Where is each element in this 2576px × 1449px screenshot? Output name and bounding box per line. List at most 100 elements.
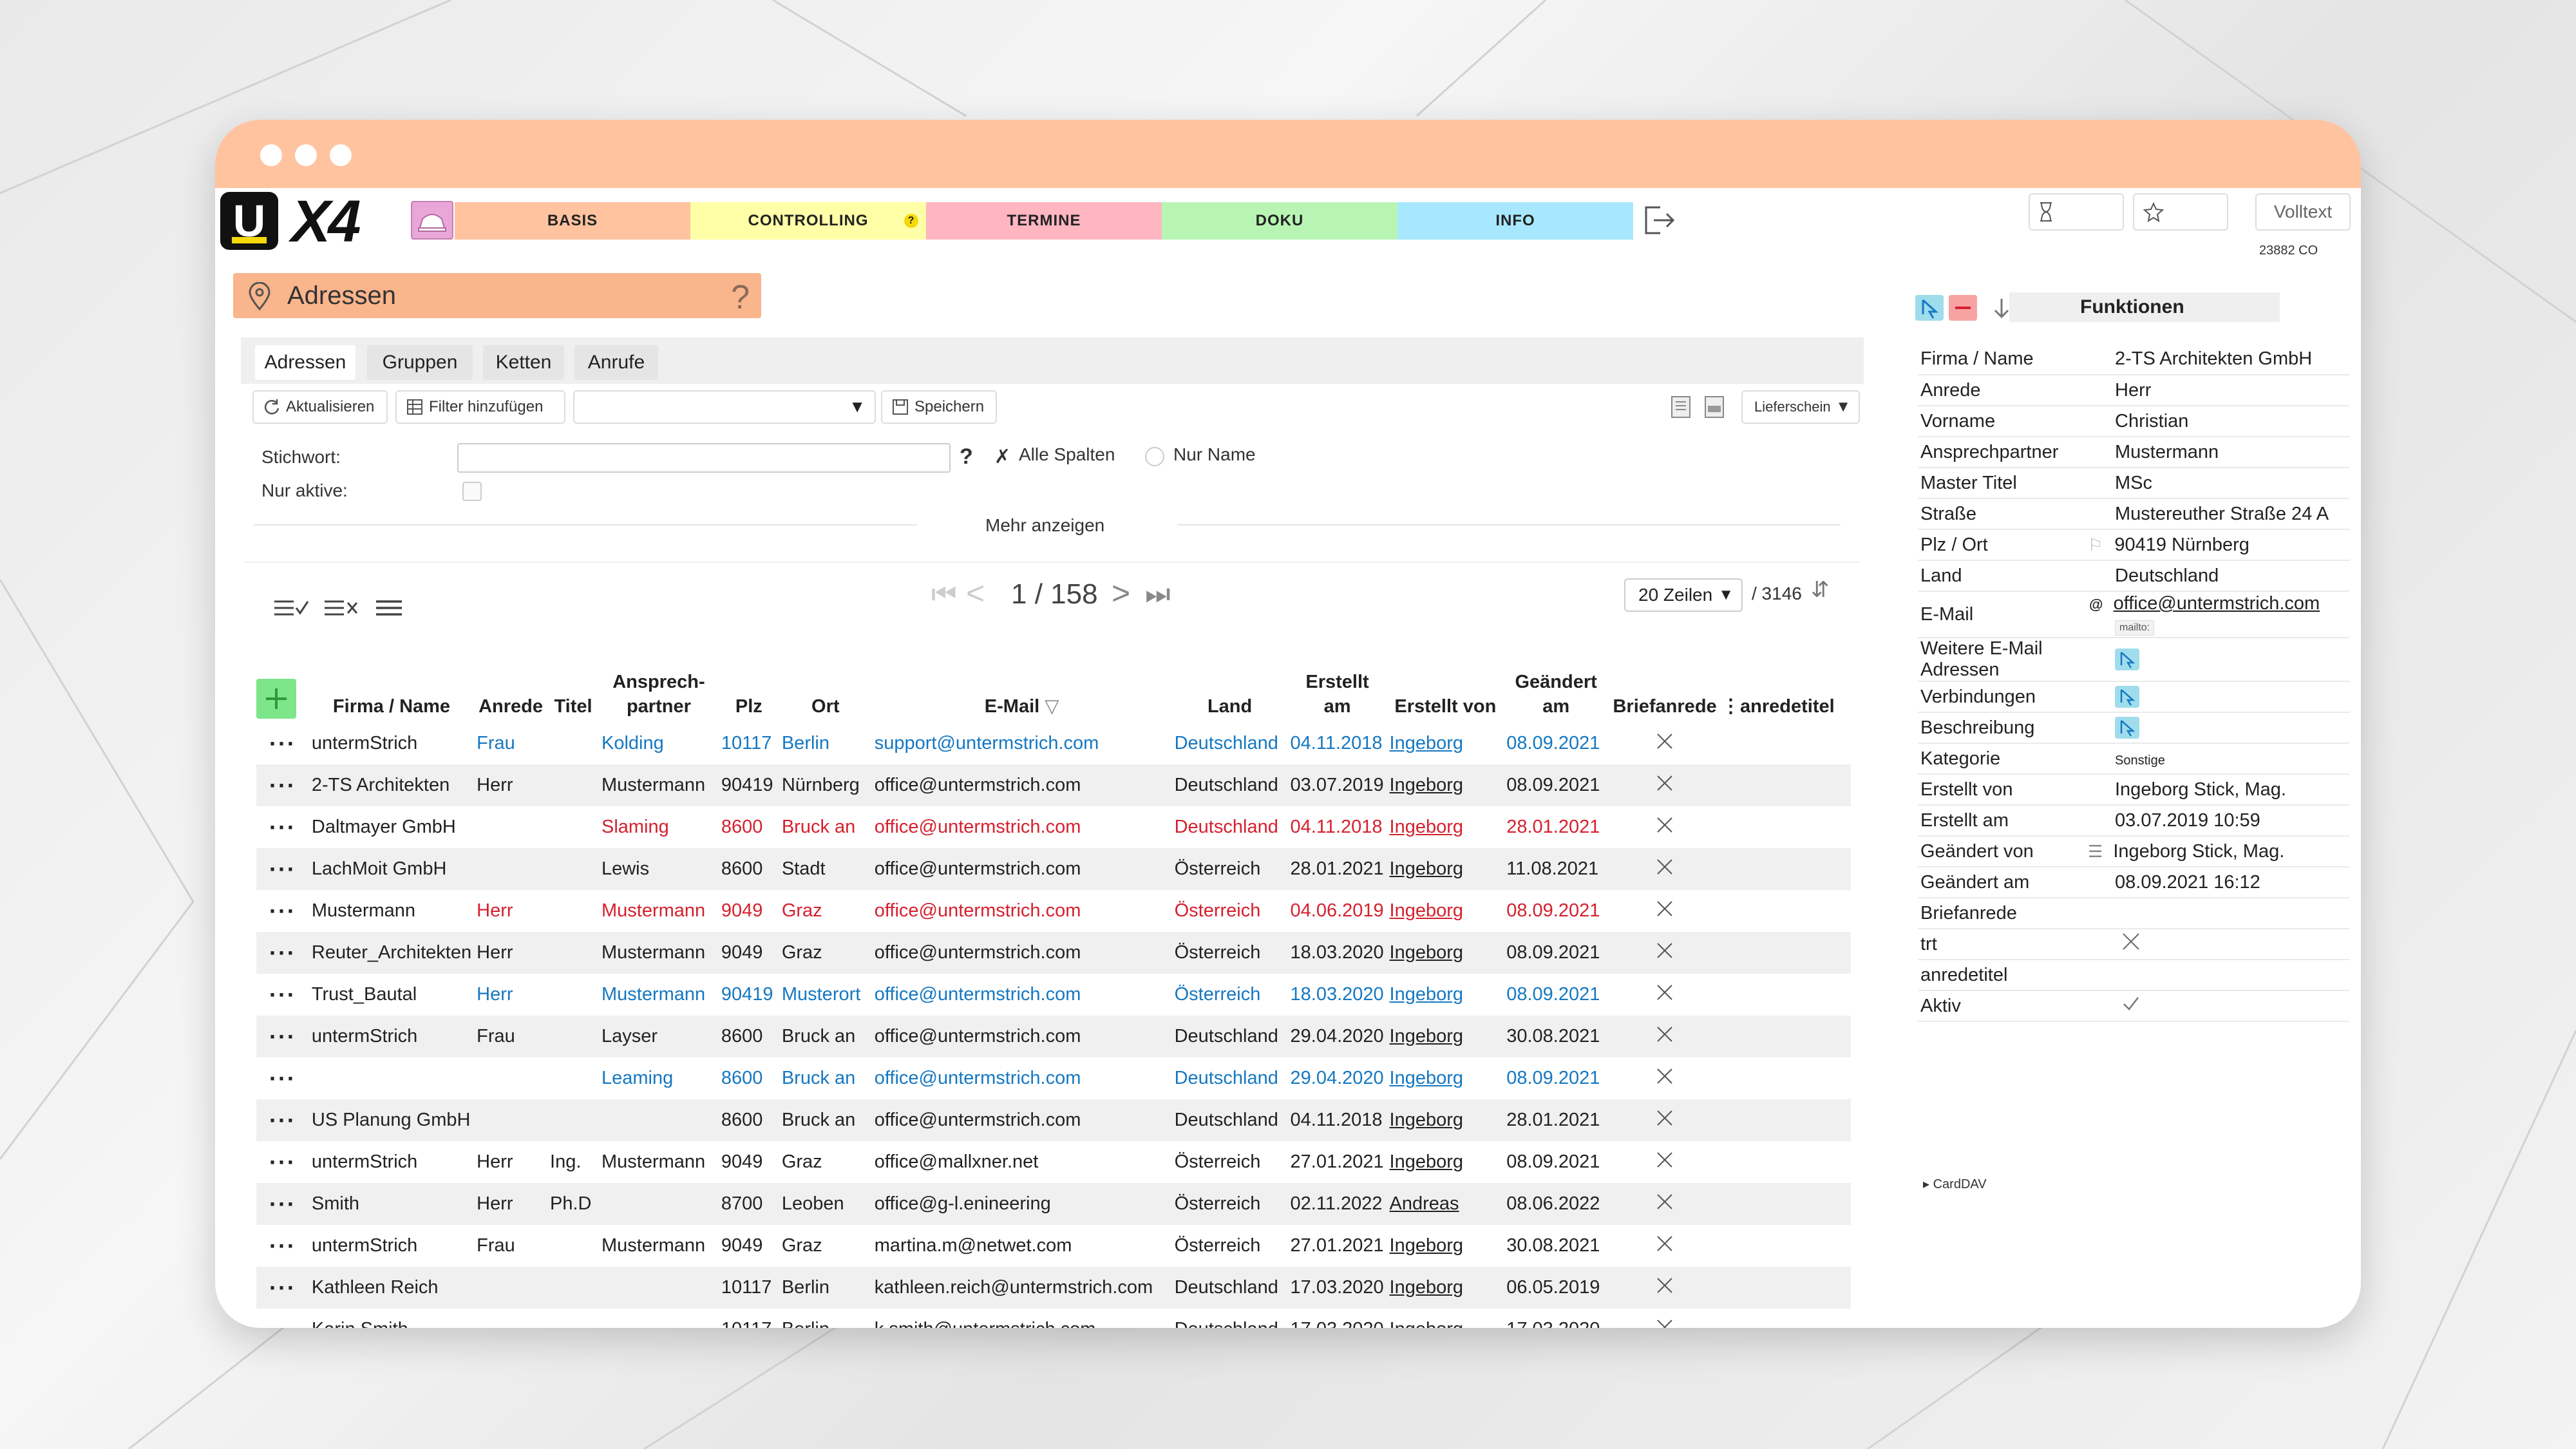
window-dot-maximize[interactable]: [330, 144, 352, 166]
window-dot-close[interactable]: [260, 144, 282, 166]
row-actions-icon[interactable]: ···: [269, 1065, 296, 1092]
nav-info[interactable]: INFO: [1397, 202, 1633, 240]
table-row[interactable]: ··· Trust_Bautal Herr Mustermann 90419 Muster…: [256, 974, 1851, 1016]
col-firma[interactable]: Firma / Name: [332, 696, 451, 717]
row-actions-icon[interactable]: ···: [269, 1232, 296, 1259]
logout-icon[interactable]: [1641, 202, 1677, 238]
col-erstellt-von[interactable]: Erstellt von: [1394, 696, 1497, 717]
filter-select[interactable]: ▼: [573, 390, 876, 424]
row-delete-icon[interactable]: [1608, 932, 1722, 974]
row-delete-icon[interactable]: [1608, 1225, 1721, 1267]
row-actions-icon[interactable]: ···: [269, 981, 296, 1008]
keyword-help-icon[interactable]: ?: [960, 444, 973, 469]
name-only-radio[interactable]: [1145, 447, 1164, 466]
save-button[interactable]: Speichern: [881, 390, 997, 424]
col-anredetitel[interactable]: anredetitel: [1740, 696, 1835, 717]
help-icon[interactable]: ?: [731, 279, 750, 316]
row-delete-icon[interactable]: [1608, 806, 1721, 848]
tab-gruppen[interactable]: Gruppen: [367, 345, 473, 380]
add-icon[interactable]: [256, 679, 296, 719]
table-row[interactable]: ··· Mustermann Herr Mustermann 9049 Graz offic…: [256, 890, 1851, 932]
detail-value-text[interactable]: office@untermstrich.com: [2113, 593, 2320, 614]
row-delete-icon[interactable]: [1608, 890, 1721, 932]
row-delete-icon[interactable]: [1608, 848, 1722, 890]
window-dot-minimize[interactable]: [295, 144, 317, 166]
map-flag-icon[interactable]: ⚐: [2088, 535, 2103, 554]
col-plz[interactable]: Plz: [735, 696, 762, 717]
row-delete-icon[interactable]: [1608, 1016, 1722, 1057]
table-row[interactable]: ··· LachMoit GmbH Lewis 8600 Stadt office@unt…: [256, 848, 1851, 890]
refresh-button[interactable]: Aktualisieren: [252, 390, 388, 424]
row-delete-icon[interactable]: [1608, 1267, 1722, 1309]
select-all-icon[interactable]: [273, 596, 309, 620]
menu-icon[interactable]: [374, 596, 404, 620]
col-titel[interactable]: Titel: [554, 696, 592, 717]
functions-title[interactable]: Funktionen: [2009, 292, 2280, 322]
col-anrede[interactable]: Anrede: [478, 696, 544, 717]
nav-termine[interactable]: TERMINE: [926, 202, 1162, 240]
edit-link-icon[interactable]: [2115, 686, 2139, 708]
row-delete-icon[interactable]: [1608, 723, 1721, 764]
table-row[interactable]: ··· Smith Herr Ph.D 8700 Leoben office@g-l.eni…: [256, 1183, 1851, 1225]
row-delete-icon[interactable]: [1608, 1141, 1721, 1183]
row-delete-icon[interactable]: [1608, 974, 1721, 1016]
table-row[interactable]: ···Karin Smith 10117Berlink.smith@unterms…: [256, 1309, 1851, 1328]
row-delete-icon[interactable]: [1608, 1309, 1721, 1328]
arrow-down-icon[interactable]: [1987, 295, 2016, 321]
row-delete-icon[interactable]: [1608, 1057, 1721, 1099]
col-ansprechpartner[interactable]: Ansprech- partner: [612, 672, 705, 717]
row-actions-icon[interactable]: ···: [256, 1099, 309, 1141]
tab-anrufe[interactable]: Anrufe: [574, 345, 658, 380]
row-actions-icon[interactable]: ···: [269, 897, 296, 924]
table-row[interactable]: ··· Reuter_Architekten Herr Mustermann 9049 G…: [256, 932, 1851, 974]
fulltext-button[interactable]: Volltext: [2255, 193, 2351, 231]
row-actions-icon[interactable]: ···: [256, 1183, 309, 1225]
row-actions-icon[interactable]: ···: [256, 1309, 309, 1329]
export-icon[interactable]: [1668, 393, 1694, 420]
row-delete-icon[interactable]: [1608, 1099, 1722, 1141]
next-page-icon[interactable]: >: [1112, 575, 1131, 611]
col-email[interactable]: E-Mail ▽: [872, 656, 1172, 723]
row-actions-icon[interactable]: ···: [269, 1148, 296, 1175]
home-icon[interactable]: [411, 201, 453, 240]
deselect-all-icon[interactable]: [323, 596, 359, 620]
col-ort[interactable]: Ort: [811, 696, 840, 717]
first-page-icon[interactable]: ⏮: [931, 578, 957, 610]
table-row[interactable]: ··· untermStrich Frau Kolding 10117 Berlin sup…: [256, 723, 1851, 764]
show-more-link[interactable]: Mehr anzeigen: [985, 515, 1105, 535]
table-row[interactable]: ··· Leaming 8600 Bruck an office@untermstric…: [256, 1057, 1851, 1099]
row-delete-icon[interactable]: [1608, 764, 1722, 806]
active-only-checkbox[interactable]: [462, 482, 482, 501]
check-mark-icon[interactable]: ✗: [994, 446, 1011, 468]
row-delete-icon[interactable]: [1608, 1183, 1722, 1225]
mailto-badge[interactable]: mailto:: [2115, 620, 2155, 636]
table-row[interactable]: ··· untermStrich Herr Ing. Mustermann 9049 Gra…: [256, 1141, 1851, 1183]
prev-page-icon[interactable]: <: [966, 575, 985, 611]
remove-icon[interactable]: [1949, 295, 1977, 321]
nav-controlling[interactable]: CONTROLLING?: [690, 202, 926, 240]
row-actions-icon[interactable]: ···: [269, 813, 296, 840]
nav-basis[interactable]: BASIS: [455, 202, 690, 240]
col-land[interactable]: Land: [1207, 696, 1253, 717]
select-icon[interactable]: [1915, 295, 1944, 321]
column-menu-icon[interactable]: ⋮: [1721, 696, 1741, 717]
col-briefanrede[interactable]: Briefanrede: [1613, 696, 1717, 717]
row-actions-icon[interactable]: ···: [256, 932, 309, 974]
row-actions-icon[interactable]: ···: [269, 730, 296, 757]
carddav-toggle[interactable]: ▸ CardDAV: [1923, 1177, 1987, 1191]
row-actions-icon[interactable]: ···: [256, 764, 309, 806]
tab-ketten[interactable]: Ketten: [483, 345, 564, 380]
history-icon[interactable]: ☰: [2088, 841, 2103, 861]
table-row[interactable]: ··· Kathleen Reich 10117 Berlin kathleen.rei…: [256, 1267, 1851, 1309]
table-row[interactable]: ··· untermStrich Frau Layser 8600 Bruck an off…: [256, 1016, 1851, 1057]
timer-field[interactable]: [2029, 193, 2124, 231]
last-page-icon[interactable]: ⏭: [1145, 578, 1171, 610]
table-row[interactable]: ··· Daltmayer GmbH Slaming 8600 Bruck an offi…: [256, 806, 1851, 848]
table-row[interactable]: ··· 2-TS Architekten Herr Mustermann 90419 Nü…: [256, 764, 1851, 806]
favorites-field[interactable]: [2133, 193, 2228, 231]
table-row[interactable]: ··· untermStrich Frau Mustermann 9049 Graz mar…: [256, 1225, 1851, 1267]
row-actions-icon[interactable]: ···: [256, 848, 309, 890]
sort-options-icon[interactable]: ⇵: [1811, 578, 1830, 602]
keyword-input[interactable]: [457, 443, 951, 473]
pdf-icon[interactable]: [1701, 393, 1727, 420]
